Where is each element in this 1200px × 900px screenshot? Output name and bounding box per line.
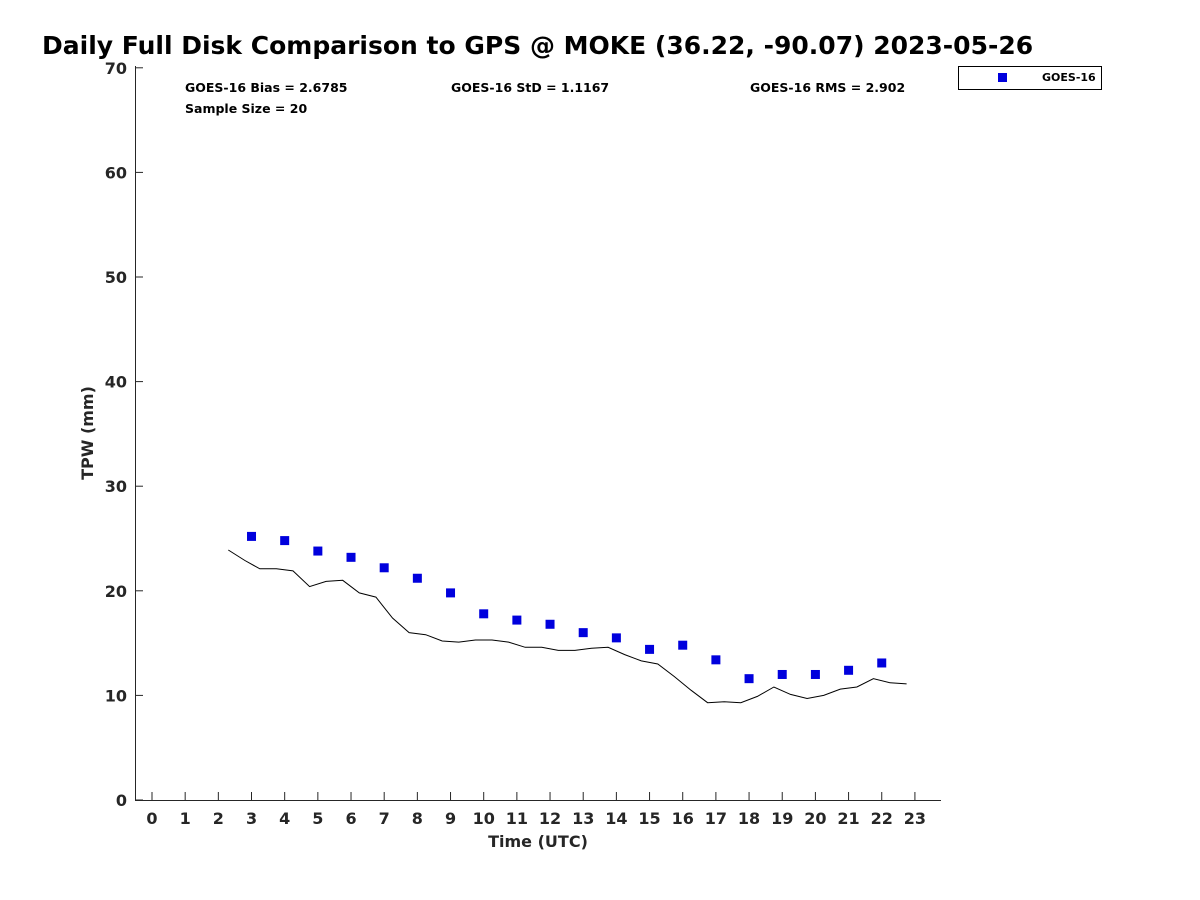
rms-stat: GOES-16 RMS = 2.902 [750, 80, 905, 95]
y-axis-label: TPW (mm) [78, 386, 97, 480]
y-ticks: 0 10 20 30 40 50 60 70 [105, 59, 143, 810]
x-tick-label: 13 [572, 809, 594, 828]
x-tick-label: 9 [445, 809, 456, 828]
x-tick-label: 23 [904, 809, 926, 828]
x-tick-label: 15 [638, 809, 660, 828]
y-tick-label: 50 [105, 268, 127, 287]
x-tick-label: 7 [379, 809, 390, 828]
x-tick-label: 20 [804, 809, 826, 828]
sample-size-stat: Sample Size = 20 [185, 101, 307, 116]
goes16-point [611, 633, 621, 643]
x-ticks: 0 1 2 3 4 5 6 7 8 9 10 11 12 13 14 15 16 17 18 19 20 21 22 23 [146, 792, 926, 828]
goes16-point [280, 536, 290, 546]
goes16-point [678, 640, 688, 650]
goes16-point [844, 665, 854, 675]
y-tick-label: 40 [105, 373, 127, 392]
y-tick-label: 30 [105, 477, 127, 496]
goes16-point [247, 531, 257, 541]
goes16-point [446, 588, 456, 598]
goes16-point [777, 669, 787, 679]
x-tick-label: 2 [213, 809, 224, 828]
goes16-point [412, 573, 422, 583]
x-tick-label: 17 [705, 809, 727, 828]
x-tick-label: 0 [146, 809, 157, 828]
gps-line [228, 549, 907, 704]
x-tick-label: 11 [506, 809, 528, 828]
x-tick-label: 21 [837, 809, 859, 828]
goes16-points-layer [247, 531, 887, 684]
x-tick-label: 8 [412, 809, 423, 828]
goes16-point [512, 615, 522, 625]
y-tick-label: 10 [105, 686, 127, 705]
goes16-point [479, 609, 489, 619]
legend-box [958, 66, 1102, 90]
goes16-point [744, 674, 754, 684]
x-tick-label: 19 [771, 809, 793, 828]
goes16-point [810, 669, 820, 679]
x-axis-label: Time (UTC) [488, 832, 588, 851]
x-tick-label: 10 [473, 809, 495, 828]
chart-title: Daily Full Disk Comparison to GPS @ MOKE… [42, 31, 1033, 60]
bias-stat: GOES-16 Bias = 2.6785 [185, 80, 347, 95]
goes16-point [711, 655, 721, 665]
goes16-point [645, 644, 655, 654]
std-stat: GOES-16 StD = 1.1167 [451, 80, 609, 95]
x-tick-label: 22 [871, 809, 893, 828]
goes16-point [313, 546, 323, 556]
y-tick-label: 70 [105, 59, 127, 78]
goes16-point [545, 619, 555, 629]
x-tick-label: 3 [246, 809, 257, 828]
goes16-point [346, 552, 356, 562]
x-tick-label: 14 [605, 809, 627, 828]
y-tick-label: 20 [105, 582, 127, 601]
goes16-point [578, 628, 588, 638]
x-tick-label: 12 [539, 809, 561, 828]
goes16-point [379, 563, 389, 573]
legend: GOES-16 [958, 66, 1102, 90]
x-tick-label: 16 [672, 809, 694, 828]
x-tick-label: 18 [738, 809, 760, 828]
x-tick-label: 1 [180, 809, 191, 828]
x-tick-label: 6 [345, 809, 356, 828]
legend-label: GOES-16 [1042, 71, 1096, 84]
y-tick-label: 0 [116, 791, 127, 810]
gps-line-layer [228, 549, 907, 704]
x-tick-label: 5 [312, 809, 323, 828]
legend-marker [998, 73, 1007, 82]
y-tick-label: 60 [105, 163, 127, 182]
goes16-point [877, 658, 887, 668]
x-tick-label: 4 [279, 809, 290, 828]
